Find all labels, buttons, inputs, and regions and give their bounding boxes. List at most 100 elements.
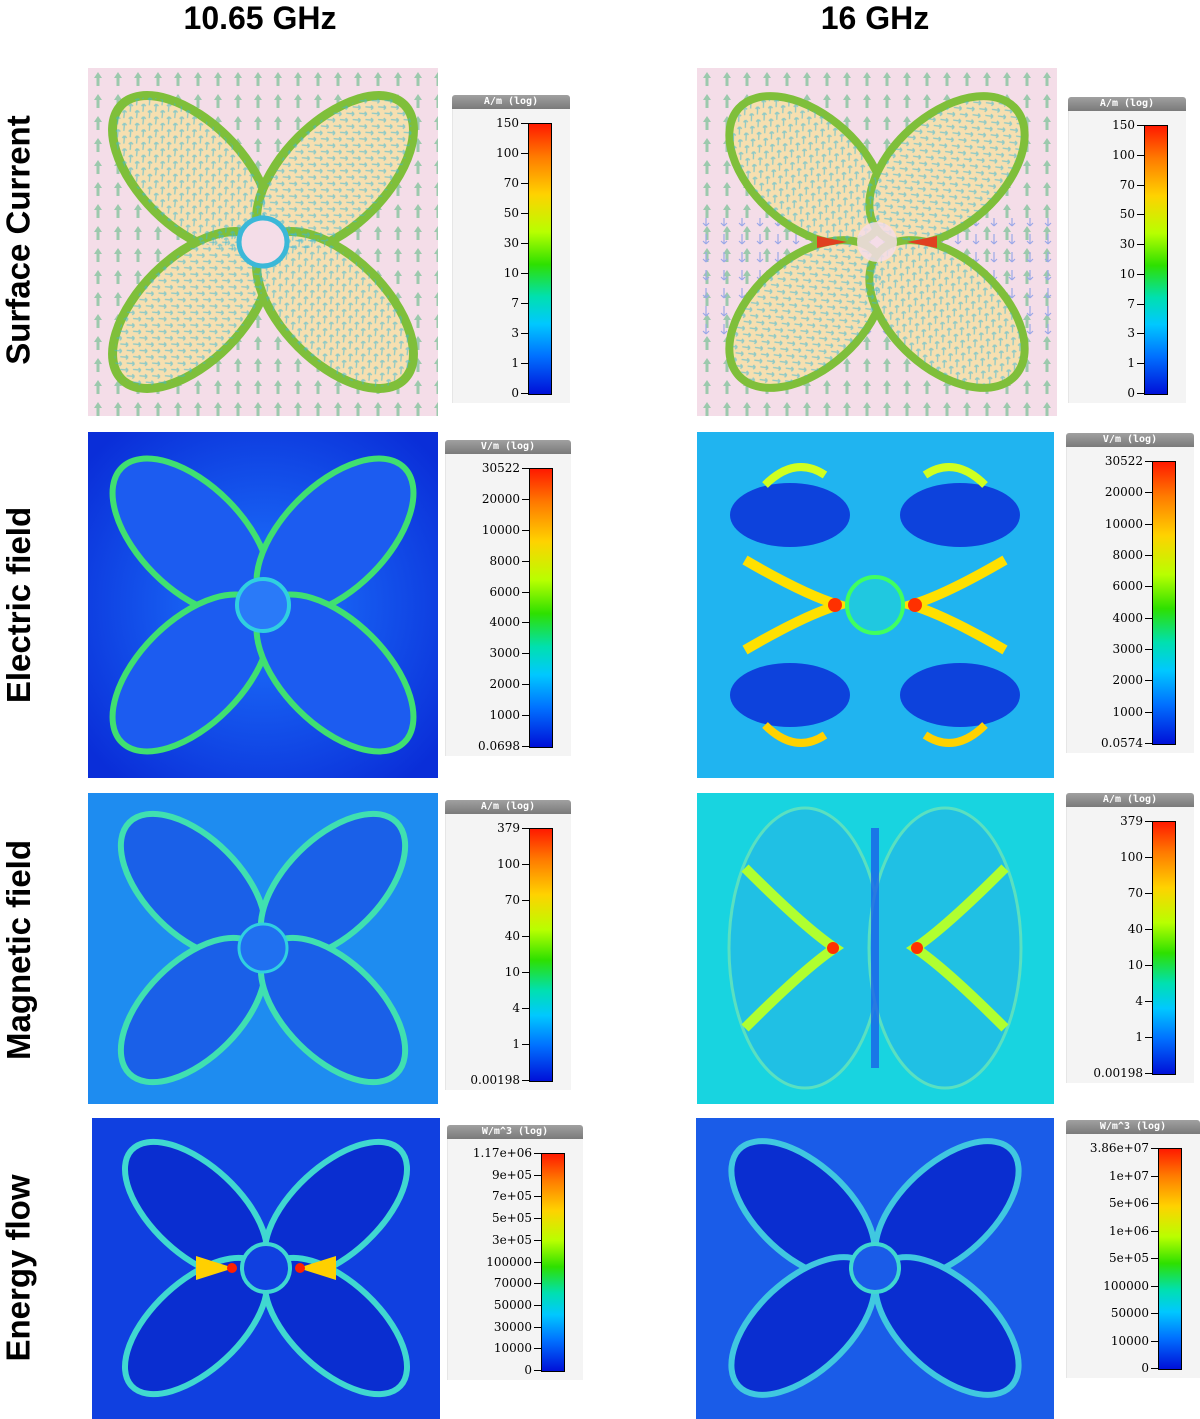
- legend-tick-label: 7e+05: [491, 1189, 542, 1204]
- legend-tick-label: 100000: [1103, 1278, 1158, 1293]
- legend-tick-label: 20000: [1104, 485, 1153, 500]
- electric-field-plot-10-65ghz: [88, 432, 438, 778]
- legend-tick-label: 2000: [1112, 673, 1152, 688]
- legend-tick-label: 70: [1127, 886, 1153, 900]
- legend-tick-label: 100: [497, 857, 529, 871]
- legend-tick-label: 10: [504, 965, 530, 979]
- legend-tick-label: 4: [512, 1001, 529, 1015]
- legend-unit: W/m^3 (log): [1066, 1120, 1200, 1134]
- legend-unit: A/m (log): [1068, 97, 1186, 111]
- legend-colorbar: [1152, 821, 1176, 1075]
- legend-tick-label: 6000: [1112, 579, 1152, 594]
- legend-tick-label: 70: [503, 176, 529, 190]
- legend-tick-label: 1.17e+06: [472, 1146, 542, 1160]
- legend-electric-field-10-65ghz: V/m (log) 30522 20000 10000 8000 6000 4000 3000…: [445, 440, 571, 756]
- row-title-magnetic-field: Magnetic field: [0, 839, 37, 1061]
- legend-tick-label: 379: [1120, 814, 1152, 828]
- legend-surface-current-16ghz: A/m (log) 150 100 70 50 30 10 7 3 1 0: [1068, 97, 1186, 403]
- legend-tick-label: 50000: [493, 1297, 542, 1312]
- legend-tick-label: 10000: [1104, 516, 1153, 531]
- legend-tick-label: 3000: [1112, 642, 1152, 656]
- legend-colorbar: [1158, 1148, 1182, 1370]
- legend-tick-label: 50: [503, 206, 529, 220]
- legend-tick-label: 1: [1135, 1030, 1152, 1044]
- legend-tick-label: 0.0698: [478, 739, 529, 753]
- energy-flow-plot-16ghz: [696, 1118, 1054, 1419]
- legend-tick-label: 20000: [481, 491, 530, 506]
- legend-tick-label: 3: [511, 326, 528, 340]
- legend-electric-field-16ghz: V/m (log) 30522 20000 10000 8000 6000 4000 3000…: [1066, 433, 1194, 753]
- legend-tick-label: 40: [504, 929, 530, 943]
- legend-tick-label: 0: [524, 1363, 541, 1377]
- legend-tick-label: 0: [1141, 1361, 1158, 1375]
- legend-tick-label: 8000: [489, 553, 529, 568]
- legend-tick-label: 150: [496, 116, 528, 130]
- legend-tick-label: 10: [1119, 266, 1145, 281]
- legend-colorbar: [529, 468, 553, 748]
- legend-tick-label: 0.0574: [1101, 736, 1152, 750]
- legend-tick-label: 70000: [493, 1276, 542, 1291]
- legend-unit: V/m (log): [445, 440, 571, 454]
- legend-tick-label: 30522: [481, 461, 530, 475]
- legend-tick-label: 10000: [493, 1341, 542, 1356]
- legend-tick-label: 100000: [486, 1254, 541, 1269]
- legend-tick-label: 8000: [1112, 548, 1152, 562]
- legend-tick-label: 50000: [1110, 1306, 1159, 1320]
- legend-tick-label: 5e+06: [1108, 1196, 1159, 1210]
- legend-tick-label: 100: [496, 146, 528, 160]
- legend-tick-label: 50: [1119, 207, 1145, 222]
- legend-tick-label: 0: [511, 386, 528, 400]
- legend-unit: A/m (log): [452, 95, 570, 109]
- row-title-energy-flow: Energy flow: [0, 1174, 37, 1362]
- legend-tick-label: 0.00198: [1093, 1066, 1152, 1080]
- legend-colorbar: [541, 1153, 565, 1372]
- electric-field-plot-16ghz: [697, 432, 1054, 778]
- legend-colorbar: [1144, 125, 1168, 395]
- legend-magnetic-field-10-65ghz: A/m (log) 379 100 70 40 10 4 1 0.00198: [445, 800, 571, 1090]
- column-title-10-65ghz: 10.65 GHz: [183, 0, 337, 36]
- legend-tick-label: 30: [503, 236, 529, 250]
- surface-current-plot-16ghz: [697, 68, 1057, 416]
- legend-tick-label: 6000: [489, 584, 529, 599]
- legend-tick-label: 70: [1119, 177, 1145, 192]
- legend-unit: A/m (log): [1066, 793, 1194, 807]
- legend-tick-label: 100: [1120, 850, 1152, 864]
- legend-tick-label: 5e+05: [491, 1211, 542, 1226]
- magnetic-field-plot-16ghz: [697, 793, 1054, 1104]
- legend-tick-label: 30522: [1104, 454, 1153, 468]
- legend-energy-flow-10-65ghz: W/m^3 (log) 1.17e+06 9e+05 7e+05 5e+05 3e+05 1…: [447, 1125, 583, 1380]
- legend-tick-label: 40: [1127, 922, 1153, 936]
- legend-tick-label: 0: [1127, 386, 1144, 400]
- legend-tick-label: 100: [1112, 147, 1144, 162]
- legend-tick-label: 30000: [493, 1319, 542, 1334]
- legend-tick-label: 2000: [489, 677, 529, 692]
- legend-unit: W/m^3 (log): [447, 1125, 583, 1139]
- legend-tick-label: 4000: [1112, 610, 1152, 625]
- legend-tick-label: 7: [511, 296, 528, 310]
- surface-current-plot-10-65ghz: [88, 68, 438, 416]
- legend-tick-label: 0.00198: [470, 1073, 529, 1087]
- legend-tick-label: 379: [497, 821, 529, 835]
- row-title-electric-field: Electric field: [0, 506, 37, 703]
- legend-tick-label: 1e+07: [1108, 1168, 1159, 1183]
- legend-tick-label: 3000: [489, 646, 529, 661]
- legend-unit: A/m (log): [445, 800, 571, 814]
- legend-tick-label: 10: [503, 266, 529, 280]
- legend-tick-label: 10: [1127, 958, 1153, 972]
- legend-tick-label: 1: [1127, 356, 1144, 371]
- row-title-surface-current: Surface Current: [0, 115, 37, 365]
- legend-tick-label: 10000: [481, 522, 530, 537]
- legend-tick-label: 1000: [1112, 704, 1152, 719]
- magnetic-field-plot-10-65ghz: [88, 793, 438, 1104]
- legend-tick-label: 1: [511, 356, 528, 370]
- legend-tick-label: 10000: [1110, 1333, 1159, 1348]
- legend-tick-label: 7: [1127, 296, 1144, 311]
- legend-tick-label: 3e+05: [491, 1232, 542, 1247]
- legend-energy-flow-16ghz: W/m^3 (log) 3.86e+07 1e+07 5e+06 1e+06 5e+05 1…: [1066, 1120, 1200, 1378]
- legend-tick-label: 9e+05: [491, 1167, 542, 1182]
- legend-tick-label: 150: [1112, 118, 1144, 132]
- legend-surface-current-10-65ghz: A/m (log) 150 100 70 50 30 10 7 3 1 0: [452, 95, 570, 403]
- legend-tick-label: 1e+06: [1108, 1223, 1159, 1238]
- legend-tick-label: 3: [1127, 326, 1144, 341]
- legend-tick-label: 4: [1135, 994, 1152, 1008]
